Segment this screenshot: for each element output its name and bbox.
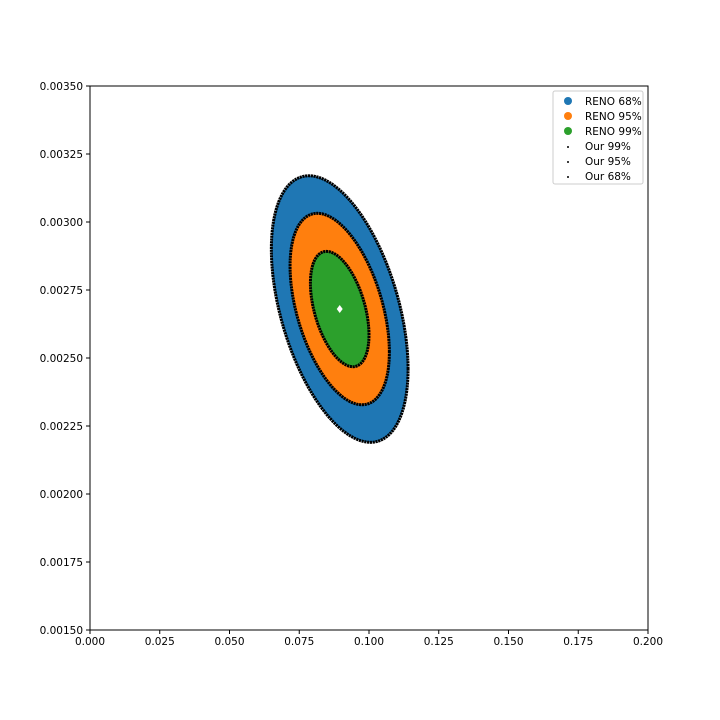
legend-item-reno-99: RENO 99% [564, 126, 642, 138]
x-tick-label: 0.150 [493, 636, 523, 648]
legend-label: Our 95% [585, 156, 631, 168]
legend-item-our-68: Our 68% [567, 171, 631, 183]
x-tick-label: 0.200 [633, 636, 663, 648]
y-tick-label: 0.00350 [40, 81, 83, 93]
x-tick-label: 0.050 [214, 636, 244, 648]
y-tick-label: 0.00225 [40, 421, 83, 433]
legend-label: RENO 68% [585, 96, 642, 108]
x-tick-label: 0.175 [563, 636, 593, 648]
x-tick-label: 0.075 [284, 636, 314, 648]
y-tick-label: 0.00275 [40, 285, 83, 297]
legend-marker [564, 112, 572, 120]
best-fit-point [336, 305, 343, 314]
legend: RENO 68% RENO 95% RENO 99% Our 99% Our 95% Ou… [552, 90, 644, 185]
best-fit-marker [336, 305, 343, 314]
y-tick-label: 0.00300 [40, 217, 83, 229]
x-tick-label: 0.125 [424, 636, 454, 648]
contour-our-95 [288, 211, 391, 407]
legend-item-our-99: Our 99% [567, 141, 631, 153]
confidence-contours [269, 174, 410, 444]
x-tick-label: 0.100 [354, 636, 384, 648]
legend-marker [564, 127, 572, 135]
x-axis-ticks: 0.000 0.025 0.050 0.075 0.100 0.125 0.150 0.175… [75, 630, 663, 648]
legend-label: Our 99% [585, 141, 631, 153]
legend-marker [567, 176, 569, 178]
legend-item-reno-68: RENO 68% [564, 96, 642, 108]
contour-our-68 [308, 249, 371, 369]
legend-label: RENO 99% [585, 126, 642, 138]
y-tick-label: 0.00250 [40, 353, 83, 365]
legend-marker [567, 146, 569, 148]
y-tick-label: 0.00150 [40, 625, 83, 637]
legend-label: Our 68% [585, 171, 631, 183]
x-tick-label: 0.000 [75, 636, 105, 648]
y-tick-label: 0.00175 [40, 557, 83, 569]
y-tick-label: 0.00200 [40, 489, 83, 501]
legend-item-reno-95: RENO 95% [564, 111, 642, 123]
legend-label: RENO 95% [585, 111, 642, 123]
x-tick-label: 0.025 [145, 636, 175, 648]
contour-our-99 [269, 174, 410, 444]
legend-item-our-95: Our 95% [567, 156, 631, 168]
y-axis-ticks: 0.00150 0.00175 0.00200 0.00225 0.00250 0.002… [40, 81, 90, 637]
legend-box [552, 90, 644, 185]
legend-marker [567, 161, 569, 163]
legend-marker [564, 97, 572, 105]
y-tick-label: 0.00325 [40, 149, 83, 161]
